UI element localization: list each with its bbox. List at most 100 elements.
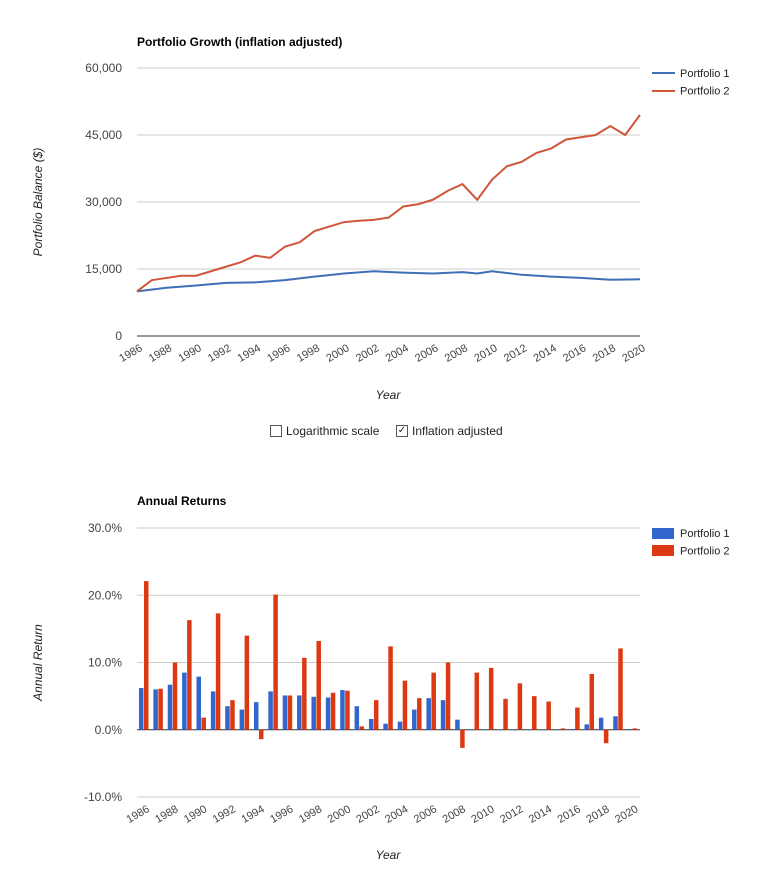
- chart-title: Portfolio Growth (inflation adjusted): [137, 35, 342, 49]
- y-tick-label: 0: [115, 329, 122, 343]
- bar: [225, 706, 230, 730]
- x-axis-title: Year: [376, 388, 402, 402]
- bar: [359, 726, 365, 730]
- bar: [340, 690, 345, 730]
- x-tick-label: 2004: [383, 803, 410, 826]
- legend-label: Portfolio 1: [680, 68, 730, 80]
- x-tick-label: 2004: [384, 342, 411, 365]
- series-line-portfolio-1: [136, 270, 641, 293]
- x-tick-label: 2006: [412, 803, 439, 826]
- x-tick-label: 1996: [265, 342, 292, 365]
- bar: [431, 672, 436, 730]
- y-tick-label: 45,000: [85, 128, 122, 142]
- x-tick-label: 2012: [502, 342, 529, 365]
- legend-label: Portfolio 2: [680, 86, 730, 98]
- x-tick-label: 1990: [182, 803, 209, 826]
- legend-label: Portfolio 2: [680, 546, 730, 558]
- logarithmic-scale-checkbox[interactable]: Logarithmic scale: [270, 424, 379, 438]
- bar: [345, 690, 350, 730]
- bar: [603, 729, 609, 744]
- bar: [412, 709, 417, 730]
- x-tick-label: 2018: [591, 342, 618, 365]
- bar: [158, 688, 163, 730]
- bar: [584, 724, 590, 730]
- x-tick-label: 1994: [236, 342, 263, 365]
- bar: [287, 695, 293, 730]
- bar: [201, 717, 206, 730]
- bar: [368, 718, 374, 730]
- bar: [311, 696, 316, 730]
- bar: [210, 691, 216, 730]
- bar: [373, 700, 379, 730]
- x-tick-label: 2010: [469, 803, 496, 826]
- checkbox-box[interactable]: [270, 425, 282, 437]
- chart-title: Annual Returns: [137, 494, 227, 508]
- y-axis-title: Portfolio Balance ($): [31, 148, 45, 257]
- bar: [632, 728, 638, 730]
- x-axis-title: Year: [376, 848, 402, 862]
- y-tick-label: -10.0%: [84, 790, 122, 804]
- x-tick-label: 1986: [117, 342, 144, 365]
- bar: [474, 672, 480, 730]
- bar: [230, 700, 235, 730]
- bar: [498, 729, 503, 731]
- x-tick-label: 2018: [584, 803, 611, 826]
- legend-swatch: [652, 528, 674, 539]
- bar: [215, 613, 221, 730]
- bar: [244, 635, 250, 730]
- bar: [503, 698, 508, 730]
- x-tick-label: 1986: [124, 803, 151, 826]
- x-tick-label: 1994: [239, 803, 266, 826]
- bar: [316, 640, 321, 730]
- y-tick-label: 10.0%: [88, 656, 122, 670]
- bar: [560, 728, 566, 730]
- x-tick-label: 2016: [556, 803, 583, 826]
- bar: [469, 729, 475, 731]
- y-tick-label: 60,000: [85, 61, 122, 75]
- bar: [258, 729, 264, 740]
- bar: [182, 672, 187, 730]
- bar: [570, 729, 575, 730]
- x-tick-label: 2008: [441, 803, 468, 826]
- bar: [517, 683, 523, 730]
- legend-swatch: [652, 545, 674, 556]
- bar: [167, 684, 173, 730]
- bar: [153, 689, 158, 730]
- bar: [488, 667, 494, 730]
- bar: [388, 646, 393, 730]
- x-tick-label: 2014: [527, 803, 554, 826]
- bar: [598, 717, 604, 730]
- bar: [445, 662, 451, 730]
- inflation-adjusted-checkbox[interactable]: ✓ Inflation adjusted: [396, 424, 503, 438]
- bar: [455, 719, 460, 730]
- bar: [239, 709, 245, 730]
- x-tick-label: 1992: [211, 803, 238, 826]
- bar: [532, 696, 537, 730]
- x-tick-label: 1992: [206, 342, 233, 365]
- bar: [354, 706, 360, 730]
- bar: [575, 707, 580, 730]
- x-tick-label: 1988: [147, 342, 174, 365]
- checkbox-box-checked[interactable]: ✓: [396, 425, 408, 437]
- bar: [282, 695, 288, 730]
- bar: [253, 702, 259, 730]
- bar: [546, 701, 551, 730]
- bar: [618, 648, 623, 730]
- x-tick-label: 2020: [620, 342, 647, 365]
- x-tick-label: 1996: [268, 803, 295, 826]
- series-line-portfolio-2: [136, 114, 641, 293]
- y-tick-label: 15,000: [85, 262, 122, 276]
- x-tick-label: 2000: [324, 342, 351, 365]
- bar: [417, 698, 422, 730]
- bar: [325, 697, 331, 730]
- bar: [426, 698, 431, 730]
- bar: [527, 729, 532, 731]
- x-tick-label: 1998: [297, 803, 324, 826]
- bar: [541, 729, 546, 731]
- x-tick-label: 1988: [153, 803, 180, 826]
- x-tick-label: 1990: [176, 342, 203, 365]
- x-tick-label: 2014: [532, 342, 559, 365]
- bar: [483, 729, 489, 731]
